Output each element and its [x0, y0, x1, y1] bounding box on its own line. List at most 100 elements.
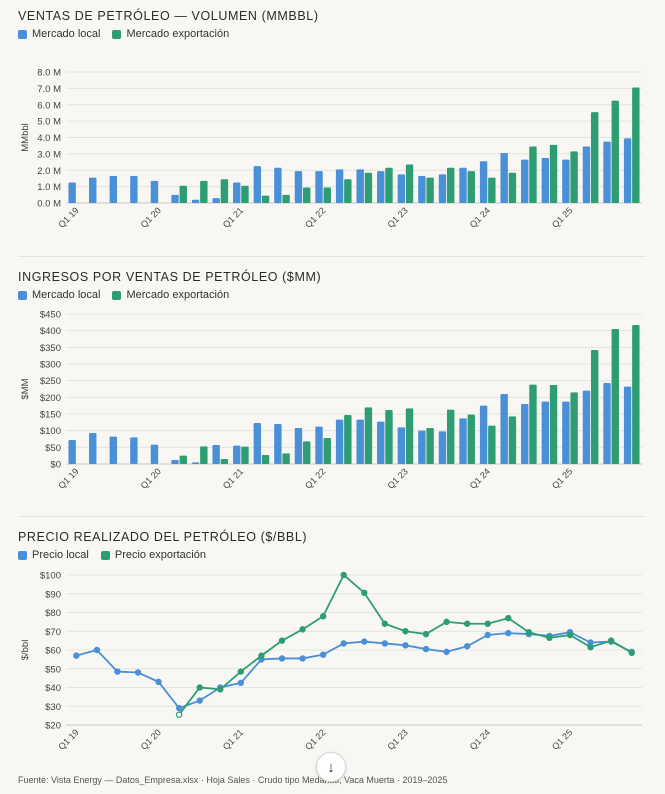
bar-export	[200, 180, 208, 203]
scroll-down-button[interactable]: ↓	[316, 752, 346, 782]
legend-item-local[interactable]: Mercado local	[18, 289, 100, 301]
bar-local	[562, 159, 570, 203]
bar-local	[150, 180, 159, 203]
y-tick-label: $100	[40, 426, 61, 437]
bar-export	[467, 171, 475, 203]
arrow-down-icon: ↓	[327, 758, 335, 776]
bar-export	[508, 416, 517, 464]
bar-local	[521, 404, 529, 464]
x-tick-label: Q1 21	[221, 466, 245, 490]
y-tick-label: 3.0 M	[37, 149, 61, 160]
y-tick-label: $80	[45, 608, 61, 619]
bar-export	[508, 172, 517, 203]
bar-local	[418, 175, 426, 203]
bar-local	[603, 141, 611, 203]
bar-export	[200, 446, 208, 464]
x-tick-label: Q1 22	[303, 466, 327, 490]
data-point-local	[381, 640, 389, 647]
legend-item-export[interactable]: Mercado exportación	[112, 28, 229, 40]
x-tick-label: Q1 21	[221, 727, 245, 751]
data-point-local	[361, 638, 368, 645]
bar-local	[315, 171, 323, 203]
y-tick-label: 0.0 M	[37, 199, 61, 210]
bar-local	[212, 445, 220, 464]
legend-item-export[interactable]: Mercado exportación	[112, 289, 229, 301]
y-tick-label: $70	[45, 627, 61, 638]
data-point-local	[93, 646, 101, 654]
bar-export	[632, 325, 640, 464]
data-point-local	[134, 669, 142, 676]
y-tick-label: $60	[45, 646, 61, 657]
data-point-local	[114, 668, 121, 675]
bar-export	[446, 409, 455, 464]
bar-local	[294, 171, 303, 203]
bar-local	[459, 418, 467, 464]
x-tick-label: Q1 21	[221, 205, 245, 229]
data-point-export	[463, 620, 471, 627]
y-tick-label: $400	[40, 326, 61, 337]
bar-export	[570, 392, 578, 464]
legend-label: Mercado exportación	[126, 28, 230, 40]
legend-swatch-export	[112, 290, 122, 300]
bar-local	[253, 423, 262, 464]
legend-label: Mercado local	[32, 28, 101, 40]
legend-swatch-export	[112, 29, 122, 39]
bar-local	[233, 182, 241, 203]
series-line-local	[76, 631, 633, 710]
bar-export	[282, 194, 290, 203]
bar-local	[171, 460, 179, 464]
data-point-local	[443, 648, 450, 656]
legend-swatch-local	[18, 290, 27, 300]
data-point-export	[566, 631, 574, 639]
data-point-local	[278, 655, 286, 662]
x-tick-label: Q1 22	[303, 727, 327, 751]
bar-local	[335, 169, 344, 203]
bar-local	[500, 153, 508, 203]
bar-export	[426, 177, 434, 203]
data-point-local	[155, 678, 162, 686]
data-point-export	[237, 668, 245, 675]
data-point-local	[237, 679, 245, 687]
bar-export	[323, 187, 331, 203]
bar-export	[241, 185, 249, 203]
y-tick-label: 7.0 M	[37, 84, 61, 95]
bar-export	[179, 185, 187, 203]
bar-export	[302, 441, 311, 464]
bar-local	[253, 166, 262, 203]
bar-local	[479, 161, 488, 203]
divider	[18, 256, 646, 257]
bar-local	[89, 433, 97, 464]
bar-local	[459, 167, 467, 203]
bar-local	[541, 157, 550, 203]
legend-item-export[interactable]: Precio exportación	[100, 549, 206, 561]
data-point-export	[361, 589, 368, 597]
data-point-local	[196, 697, 203, 704]
chart-title-price: PRECIO REALIZADO DEL PETRÓLEO ($/BBL)	[18, 530, 308, 544]
bar-export	[529, 384, 537, 464]
bar-export	[364, 407, 373, 464]
legend-volume: Mercado local Mercado exportación	[18, 28, 229, 40]
legend-revenue: Mercado local Mercado exportación	[18, 289, 229, 301]
legend-item-local[interactable]: Precio local	[18, 549, 89, 561]
bar-export	[344, 179, 352, 203]
bar-local	[335, 419, 344, 464]
y-tick-label: $90	[45, 589, 61, 600]
legend-item-local[interactable]: Mercado local	[18, 28, 100, 40]
bar-export	[611, 329, 619, 464]
data-point-export	[319, 613, 327, 620]
y-tick-label: $0	[50, 460, 61, 471]
bar-export	[364, 172, 373, 203]
bar-export	[467, 414, 475, 464]
x-tick-label: Q1 20	[139, 727, 163, 751]
bar-local	[562, 401, 570, 464]
legend-swatch-local	[18, 29, 27, 39]
bar-local	[623, 138, 632, 203]
bar-local	[191, 199, 200, 203]
bar-local	[438, 174, 447, 203]
bar-local	[109, 436, 118, 464]
bar-local	[521, 159, 529, 203]
x-tick-label: Q1 24	[468, 205, 492, 229]
x-tick-label: Q1 24	[468, 466, 492, 490]
bar-local	[356, 169, 364, 203]
data-point-export	[443, 618, 450, 626]
